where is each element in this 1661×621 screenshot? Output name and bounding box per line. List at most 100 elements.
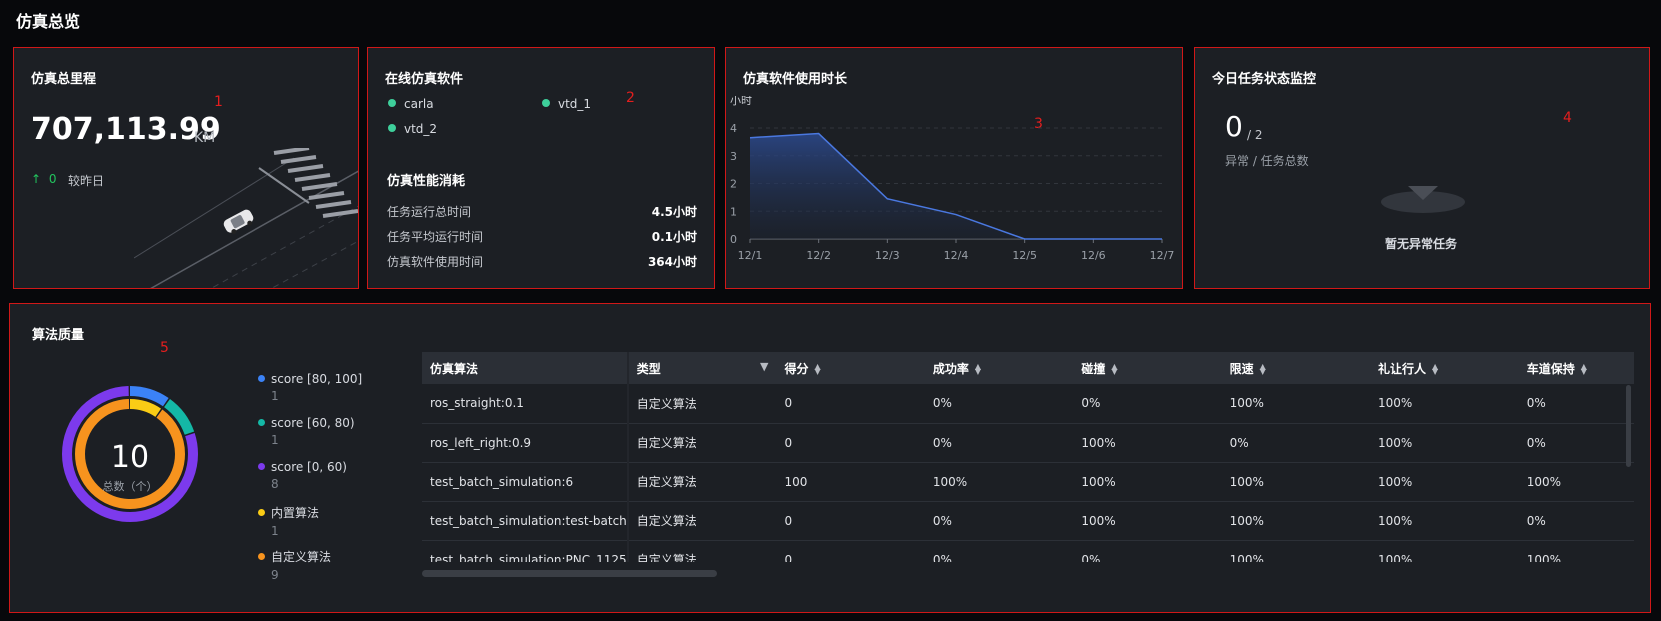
table-cell: 0% bbox=[1073, 384, 1222, 424]
table-cell: 自定义算法 bbox=[627, 540, 777, 562]
table-cell: 100% bbox=[924, 462, 1074, 502]
table-cell: 100% bbox=[1073, 462, 1222, 502]
mileage-card: 仿真总里程 1 707,113.99 KM ↑ 0 较昨日 bbox=[13, 47, 359, 289]
table-cell: 0 bbox=[776, 501, 925, 541]
table-row[interactable]: test_batch_simulation:6 自定义算法 100 100% 100% 1… bbox=[422, 462, 1634, 502]
mileage-trend: ↑ 0 bbox=[31, 172, 57, 186]
legend-dot-icon bbox=[258, 375, 265, 382]
donut-segment[interactable] bbox=[62, 386, 198, 522]
empty-state-text: 暂无异常任务 bbox=[1385, 237, 1458, 251]
x-tick-label: 12/4 bbox=[944, 249, 969, 262]
sort-icon[interactable]: ▲ ▼ bbox=[1432, 362, 1439, 376]
perf-row-avg-time: 任务平均运行时间 0.1小时 bbox=[387, 230, 697, 244]
table-cell: 100% bbox=[1518, 540, 1634, 562]
usage-chart-card: 仿真软件使用时长 3 小时 0 1 2 3 4 12/1 12/2 12/3 12/4 12/5 12… bbox=[725, 47, 1183, 289]
mileage-value: 707,113.99 bbox=[31, 112, 221, 147]
legend-dot-icon bbox=[258, 553, 265, 560]
table-row[interactable]: test_batch_simulation:test-batch 自定义算法 0 0%… bbox=[422, 501, 1634, 541]
x-tick-label: 12/2 bbox=[806, 249, 831, 262]
table-cell: 0% bbox=[1518, 423, 1634, 463]
mileage-compare-label: 较昨日 bbox=[68, 174, 105, 188]
table-cell: ros_left_right:0.9 bbox=[422, 423, 629, 463]
y-tick-label: 2 bbox=[730, 178, 737, 191]
donut-segment[interactable] bbox=[75, 399, 185, 509]
table-cell: 0% bbox=[924, 384, 1074, 424]
col-header-speed-limit[interactable]: 限速 ▲ ▼ bbox=[1221, 352, 1370, 384]
perf-row-total-time: 任务运行总时间 4.5小时 bbox=[387, 205, 697, 219]
table-cell: 0% bbox=[1518, 501, 1634, 541]
col-header-type: 类型 ▼ bbox=[627, 352, 777, 384]
table-row[interactable]: ros_straight:0.1 自定义算法 0 0% 0% 100% 100% 0% bbox=[422, 384, 1634, 424]
col-header-lane-keeping[interactable]: 车道保持 ▲ ▼ bbox=[1518, 352, 1634, 384]
table-cell: 自定义算法 bbox=[627, 423, 777, 463]
table-cell: 100% bbox=[1221, 384, 1370, 424]
marker-5: 5 bbox=[160, 340, 169, 356]
horizontal-scrollbar[interactable] bbox=[422, 570, 717, 577]
legend-score-60-80[interactable]: score [60, 80) 1 bbox=[258, 416, 355, 447]
usage-chart: 小时 0 1 2 3 4 12/1 12/2 12/3 12/4 12/5 12/6 12/7 bbox=[730, 96, 1174, 262]
algorithm-donut-chart bbox=[62, 386, 198, 522]
table-cell: 100% bbox=[1369, 540, 1519, 562]
empty-state-icon bbox=[1381, 186, 1465, 213]
trend-up-icon: ↑ bbox=[31, 172, 42, 186]
usage-chart-title: 仿真软件使用时长 bbox=[743, 72, 848, 87]
table-cell: 0% bbox=[1073, 540, 1222, 562]
vertical-scrollbar[interactable] bbox=[1626, 385, 1631, 467]
legend-score-0-60[interactable]: score [0, 60) 8 bbox=[258, 460, 347, 491]
mileage-unit: KM bbox=[194, 130, 216, 146]
legend-custom[interactable]: 自定义算法 9 bbox=[258, 548, 331, 582]
table-cell: 0% bbox=[924, 540, 1074, 562]
sort-icon[interactable]: ▲ ▼ bbox=[974, 362, 981, 376]
road-illustration-icon bbox=[134, 148, 358, 288]
table-cell: 100% bbox=[1369, 423, 1519, 463]
table-cell: 0% bbox=[1518, 384, 1634, 424]
sort-icon[interactable]: ▲ ▼ bbox=[814, 362, 821, 376]
software-title: 在线仿真软件 bbox=[385, 72, 464, 87]
software-item-vtd1: vtd_1 bbox=[542, 97, 591, 111]
table-cell: 100 bbox=[776, 462, 925, 502]
y-axis-label: 小时 bbox=[730, 96, 752, 107]
legend-builtin[interactable]: 内置算法 1 bbox=[258, 504, 319, 538]
table-cell: test_batch_simulation:test-batch bbox=[422, 501, 629, 541]
mileage-title: 仿真总里程 bbox=[31, 72, 97, 87]
col-header-algorithm: 仿真算法 bbox=[422, 352, 629, 384]
quality-title: 算法质量 bbox=[32, 328, 85, 343]
table-cell: 自定义算法 bbox=[627, 501, 777, 541]
col-header-collision[interactable]: 碰撞 ▲ ▼ bbox=[1073, 352, 1222, 384]
table-cell: 100% bbox=[1369, 501, 1519, 541]
quality-card: 算法质量 5 10 总数（个） score [80, 100] 1 score … bbox=[9, 303, 1651, 613]
online-status-icon bbox=[542, 99, 550, 107]
y-tick-label: 1 bbox=[730, 205, 737, 218]
table-cell: 100% bbox=[1369, 462, 1519, 502]
legend-dot-icon bbox=[258, 463, 265, 470]
table-cell: 0% bbox=[1221, 423, 1370, 463]
table-cell: 100% bbox=[1369, 384, 1519, 424]
col-header-score[interactable]: 得分 ▲ ▼ bbox=[776, 352, 925, 384]
col-header-pedestrian[interactable]: 礼让行人 ▲ ▼ bbox=[1369, 352, 1519, 384]
table-cell: 100% bbox=[1518, 462, 1634, 502]
table-cell: 0% bbox=[924, 423, 1074, 463]
donut-segment[interactable] bbox=[62, 386, 198, 522]
monitor-label: 异常 / 任务总数 bbox=[1225, 154, 1309, 168]
y-tick-label: 3 bbox=[730, 150, 737, 163]
series-area bbox=[750, 133, 1162, 239]
table-header-row: 仿真算法 类型 ▼ 得分 ▲ ▼ 成功率 ▲ ▼ 碰撞 ▲ ▼ 限速 ▲ ▼ 礼让行人 ▲ ▼ 车道保… bbox=[422, 352, 1634, 384]
table-cell: test_batch_simulation:PNC_1125 bbox=[422, 540, 629, 562]
table-cell: 0 bbox=[776, 384, 925, 424]
filter-icon[interactable]: ▼ bbox=[760, 359, 769, 373]
legend-score-80-100[interactable]: score [80, 100] 1 bbox=[258, 372, 362, 403]
sort-icon[interactable]: ▲ ▼ bbox=[1111, 362, 1118, 376]
col-header-success-rate[interactable]: 成功率 ▲ ▼ bbox=[924, 352, 1074, 384]
software-item-carla: carla bbox=[388, 97, 434, 111]
online-status-icon bbox=[388, 124, 396, 132]
y-tick-label: 0 bbox=[730, 233, 737, 246]
table-row[interactable]: test_batch_simulation:PNC_1125 自定义算法 0 0% 0%… bbox=[422, 540, 1634, 562]
online-status-icon bbox=[388, 99, 396, 107]
donut-segment[interactable] bbox=[75, 399, 185, 509]
table-row[interactable]: ros_left_right:0.9 自定义算法 0 0% 100% 0% 100% 0% bbox=[422, 423, 1634, 463]
sort-icon[interactable]: ▲ ▼ bbox=[1259, 362, 1266, 376]
y-tick-label: 4 bbox=[730, 122, 737, 135]
sort-icon[interactable]: ▲ ▼ bbox=[1580, 362, 1587, 376]
legend-dot-icon bbox=[258, 509, 265, 516]
donut-total-label: 总数（个） bbox=[102, 480, 158, 493]
